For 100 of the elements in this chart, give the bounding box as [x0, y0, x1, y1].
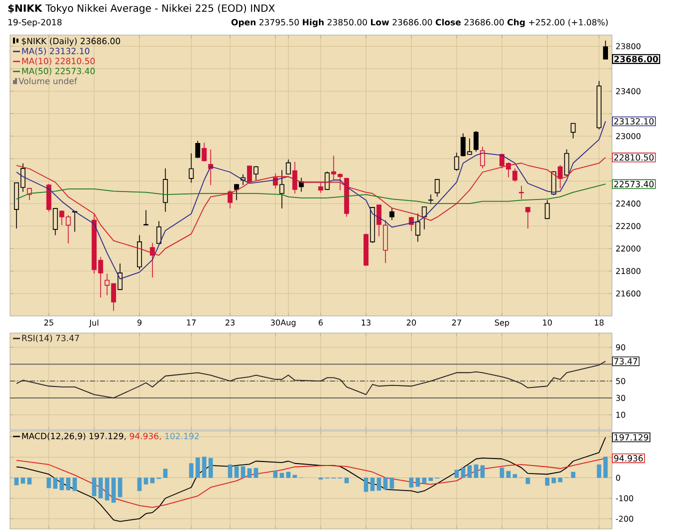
- y-tick-label: 0: [616, 474, 620, 481]
- y-tick-label: 10: [616, 412, 626, 418]
- bar: [202, 456, 206, 478]
- data-label: 94.936: [614, 455, 643, 462]
- candlestick: [570, 122, 576, 139]
- bar: [280, 472, 284, 478]
- x-tick-label: 17: [187, 320, 196, 326]
- candlestick: [544, 200, 550, 220]
- y-tick-label: 22000: [616, 246, 640, 252]
- candlestick: [434, 178, 440, 198]
- candlestick: [415, 213, 420, 242]
- bar: [163, 468, 168, 478]
- bar: [422, 478, 426, 484]
- legend-label: MA(50) 22573.40: [22, 68, 95, 76]
- x-tick-label: Jul: [88, 320, 98, 328]
- bar: [344, 478, 349, 484]
- x-tick-label: 30: [270, 320, 280, 326]
- candlestick: [480, 146, 486, 169]
- bar: [416, 478, 420, 487]
- x-tick-label: 9: [137, 320, 142, 326]
- annotation: 23686.00: [614, 56, 658, 62]
- candlestick: [118, 263, 123, 291]
- data-label: 23132.10: [614, 118, 654, 125]
- bar: [571, 472, 576, 478]
- candlestick: [558, 164, 563, 189]
- candlestick: [279, 170, 284, 209]
- y-tick-label: 23800: [616, 43, 640, 50]
- y-tick-label: 22200: [616, 223, 640, 230]
- bar: [189, 463, 194, 478]
- x-tick-label: 18: [594, 320, 604, 326]
- candlestick: [162, 168, 168, 212]
- data-label: 22810.50: [614, 154, 654, 161]
- bar: [286, 472, 290, 478]
- x-tick-label: 23: [226, 320, 235, 326]
- bar: [196, 457, 200, 478]
- text: Open 23795.50 High 23850.00 Low 23686.00 Close 23686.00 Chg +252.00 (+1.08%): [231, 18, 608, 28]
- candlestick: [564, 149, 570, 176]
- candlestick: [376, 204, 382, 237]
- candlestick: [474, 130, 479, 152]
- candlestick: [52, 208, 58, 236]
- candlestick: [389, 208, 394, 221]
- y-tick-label: 23000: [616, 133, 640, 140]
- bar: [72, 478, 77, 492]
- bar: [92, 478, 96, 496]
- candlestick: [422, 206, 427, 230]
- annotation: $NIKK (Daily) 23686.00: [22, 38, 120, 46]
- bar: [460, 468, 466, 478]
- candlestick: [254, 166, 258, 180]
- x-tick-label: 13: [362, 320, 370, 326]
- line-series: [16, 458, 606, 508]
- text: 94.936,: [130, 432, 161, 440]
- bar: [273, 470, 278, 478]
- bar: [208, 458, 213, 478]
- candlestick: [188, 152, 194, 184]
- bar: [552, 478, 556, 484]
- bar: [409, 478, 414, 488]
- candlestick: [143, 210, 148, 226]
- candlestick: [286, 159, 291, 175]
- bar: [66, 478, 70, 490]
- candlestick: [512, 168, 518, 182]
- y-tick-label: 21800: [616, 268, 640, 274]
- bar: [98, 478, 103, 498]
- x-tick-label: Sep: [494, 320, 510, 328]
- text: MACD(12,26,9) 197.129,: [22, 432, 126, 440]
- annotation: Volume undef: [18, 78, 78, 84]
- candlestick: [324, 171, 330, 190]
- candlestick: [318, 182, 324, 194]
- data-label: 197.129: [614, 434, 648, 441]
- candlestick: [454, 152, 460, 172]
- x-tick-label: Aug: [280, 320, 296, 328]
- line-series: [16, 360, 606, 398]
- x-tick-label: 10: [543, 320, 552, 326]
- bar: [46, 478, 51, 488]
- bar: [558, 478, 562, 482]
- bar: [545, 478, 550, 486]
- data-label: 73.47: [614, 358, 638, 364]
- bar: [526, 478, 530, 484]
- candlestick: [525, 206, 530, 229]
- data-label: 22573.40: [614, 180, 654, 188]
- y-tick-label: 22400: [616, 200, 640, 207]
- bar: [428, 478, 433, 481]
- candlestick: [247, 165, 252, 184]
- x-tick-label: 20: [406, 320, 416, 326]
- chart-title: $NIKK Tokyo Nikkei Average - Nikkei 225 (EOD) INDX: [8, 4, 275, 14]
- candlestick: [156, 220, 162, 244]
- bar: [454, 470, 459, 478]
- candlestick: [518, 185, 524, 200]
- text: 19-Sep-2018: [8, 18, 62, 28]
- candlestick: [195, 140, 200, 158]
- x-tick-label: 27: [452, 320, 462, 326]
- candlestick: [234, 184, 240, 201]
- bar: [53, 478, 58, 489]
- y-tick-label: -200: [616, 516, 634, 522]
- bar: [292, 474, 297, 478]
- candlestick: [292, 161, 298, 194]
- y-tick-label: 23400: [616, 88, 640, 94]
- legend-label: MA(5) 23132.10: [22, 48, 90, 56]
- candlestick: [603, 40, 608, 60]
- x-tick-label: 6: [318, 320, 323, 326]
- y-tick-label: -100: [616, 495, 634, 502]
